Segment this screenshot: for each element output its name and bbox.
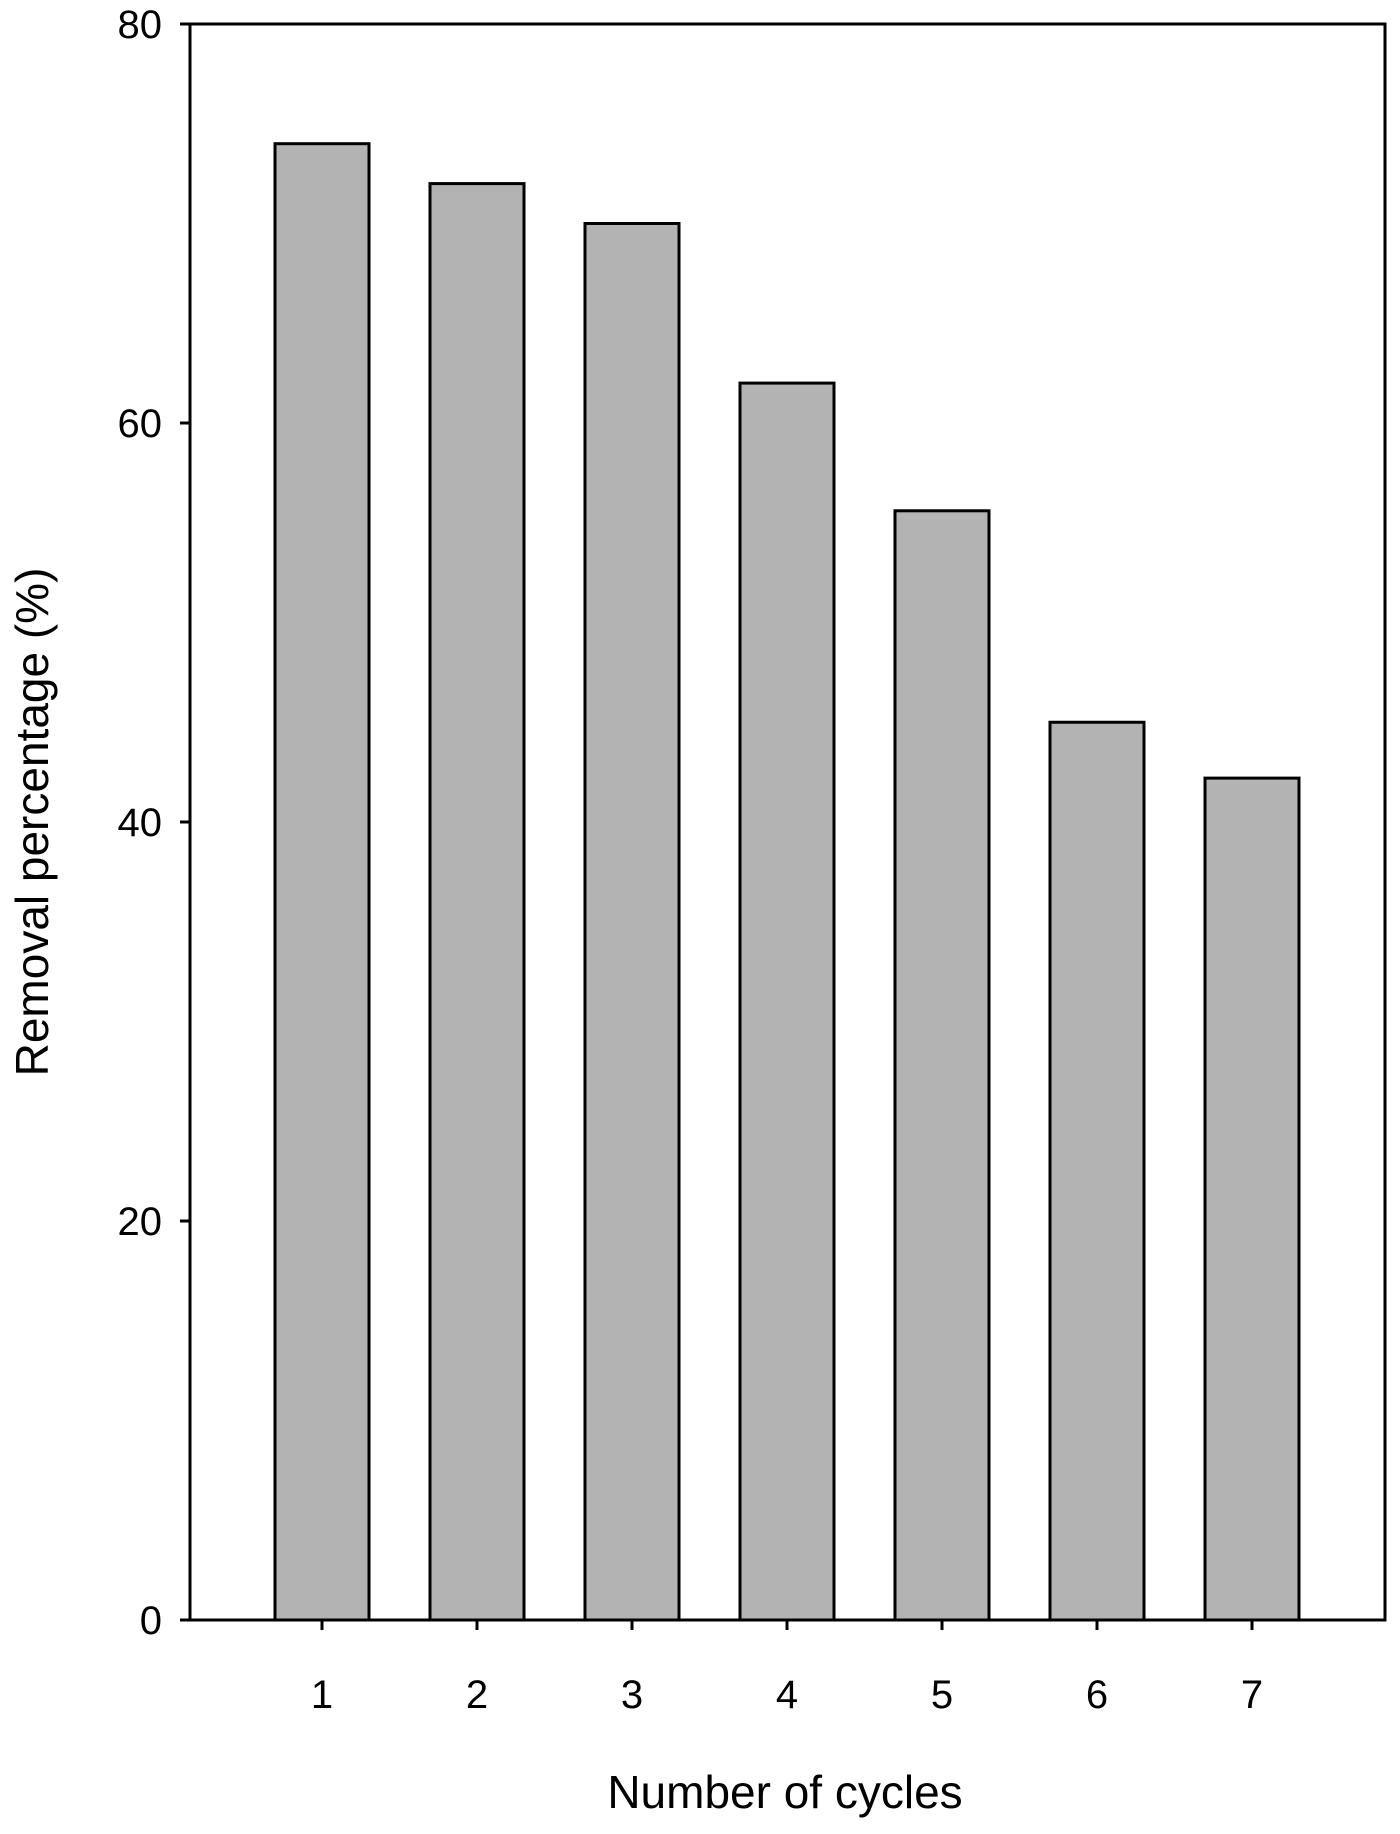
y-tick-label: 0 bbox=[140, 1599, 162, 1643]
bar-cycle-4 bbox=[738, 381, 836, 1622]
y-tick-label: 60 bbox=[118, 402, 163, 446]
y-axis-ticks: 0 20 40 60 80 bbox=[118, 3, 190, 1643]
bar-cycle-3 bbox=[583, 222, 681, 1622]
y-tick-label: 80 bbox=[118, 3, 163, 47]
x-tick-label: 4 bbox=[776, 1673, 798, 1717]
y-axis-title: Removal percentage (%) bbox=[6, 568, 58, 1077]
y-tick-label: 40 bbox=[118, 801, 163, 845]
bars-group bbox=[273, 142, 1301, 1622]
bar-cycle-6 bbox=[1048, 720, 1146, 1622]
x-axis-ticks: 1 2 3 4 5 6 7 bbox=[311, 1620, 1263, 1717]
bar-cycle-7 bbox=[1203, 776, 1301, 1622]
bar-cycle-5 bbox=[893, 509, 991, 1622]
x-tick-label: 2 bbox=[466, 1673, 488, 1717]
x-tick-label: 3 bbox=[621, 1673, 643, 1717]
x-tick-label: 5 bbox=[931, 1673, 953, 1717]
x-tick-label: 1 bbox=[311, 1673, 333, 1717]
x-tick-label: 7 bbox=[1241, 1673, 1263, 1717]
x-tick-label: 6 bbox=[1086, 1673, 1108, 1717]
bar-cycle-2 bbox=[428, 182, 526, 1622]
y-tick-label: 20 bbox=[118, 1200, 163, 1244]
bar-cycle-1 bbox=[273, 142, 371, 1622]
x-axis-title: Number of cycles bbox=[607, 1766, 962, 1818]
